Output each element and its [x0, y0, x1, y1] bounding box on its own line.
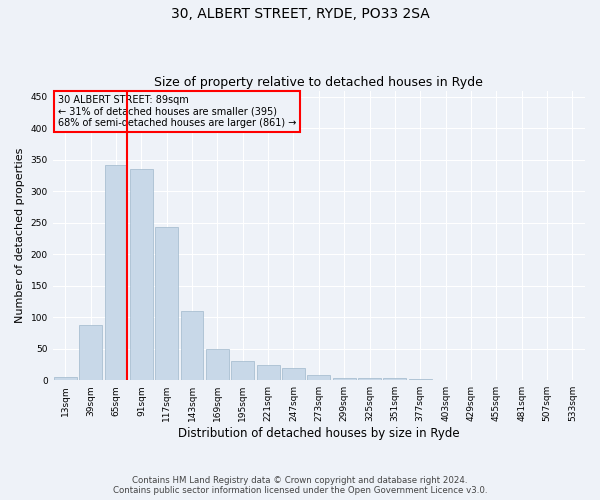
Bar	[409, 379, 431, 380]
Bar	[54, 377, 77, 380]
Bar	[383, 378, 406, 380]
Bar	[307, 374, 330, 380]
Title: Size of property relative to detached houses in Ryde: Size of property relative to detached ho…	[154, 76, 483, 90]
Text: 30 ALBERT STREET: 89sqm
← 31% of detached houses are smaller (395)
68% of semi-d: 30 ALBERT STREET: 89sqm ← 31% of detache…	[58, 95, 296, 128]
Bar	[79, 325, 102, 380]
Bar	[155, 226, 178, 380]
Bar	[130, 170, 153, 380]
Bar	[282, 368, 305, 380]
Text: Contains HM Land Registry data © Crown copyright and database right 2024.
Contai: Contains HM Land Registry data © Crown c…	[113, 476, 487, 495]
Bar	[232, 360, 254, 380]
Bar	[104, 165, 127, 380]
Bar	[206, 348, 229, 380]
X-axis label: Distribution of detached houses by size in Ryde: Distribution of detached houses by size …	[178, 427, 460, 440]
Bar	[358, 378, 381, 380]
Bar	[257, 365, 280, 380]
Y-axis label: Number of detached properties: Number of detached properties	[15, 148, 25, 323]
Bar	[181, 311, 203, 380]
Bar	[333, 378, 356, 380]
Text: 30, ALBERT STREET, RYDE, PO33 2SA: 30, ALBERT STREET, RYDE, PO33 2SA	[170, 8, 430, 22]
